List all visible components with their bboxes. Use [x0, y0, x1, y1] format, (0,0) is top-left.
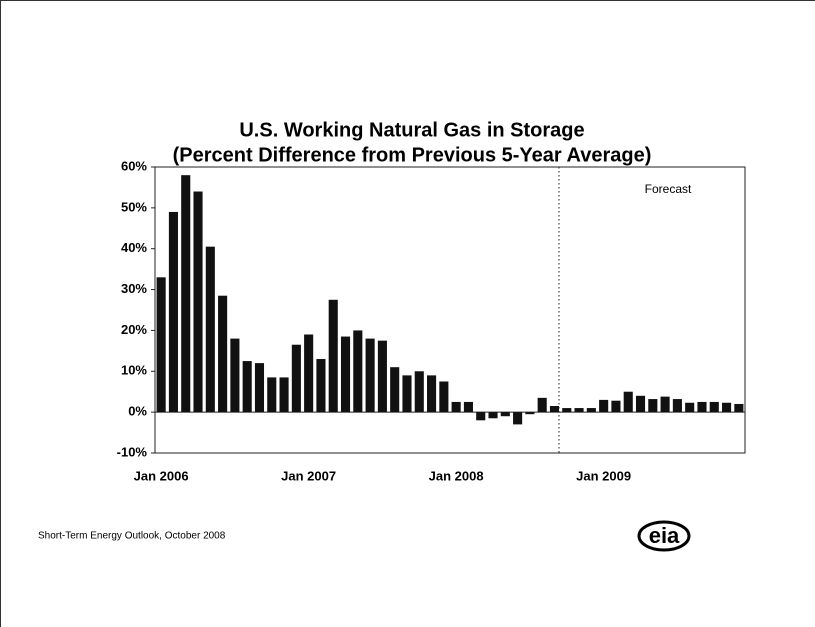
bar	[254, 363, 265, 413]
y-tick-label: 10%	[121, 363, 147, 378]
y-tick-label: 40%	[121, 240, 147, 255]
bar	[353, 330, 363, 413]
bar	[734, 403, 744, 413]
bar	[549, 406, 560, 413]
bar	[672, 399, 682, 413]
bar	[513, 412, 523, 425]
bar	[648, 399, 658, 413]
x-tick-label: Jan 2007	[281, 468, 336, 483]
bar	[562, 408, 572, 413]
bar	[168, 211, 178, 413]
logo-text: eia	[649, 523, 680, 548]
y-tick-label: -10%	[117, 444, 148, 459]
bar	[439, 381, 449, 413]
bar	[340, 336, 351, 413]
bar	[463, 401, 473, 413]
bar	[414, 371, 424, 413]
x-tick-label: Jan 2006	[134, 468, 189, 483]
bar	[267, 377, 277, 413]
bar	[291, 344, 301, 413]
bar	[316, 359, 326, 413]
x-tick-label: Jan 2008	[429, 468, 484, 483]
bar	[451, 401, 461, 413]
bar	[304, 334, 314, 413]
chart-title: U.S. Working Natural Gas in Storage	[239, 119, 584, 141]
chart-subtitle: (Percent Difference from Previous 5-Year…	[173, 144, 652, 166]
bar	[697, 401, 707, 413]
bar	[377, 340, 387, 413]
bar	[685, 402, 695, 413]
bar	[709, 401, 719, 413]
bar	[279, 377, 289, 413]
source-note: Short-Term Energy Outlook, October 2008	[38, 531, 226, 542]
bar	[586, 408, 596, 413]
y-tick-label: 60%	[121, 158, 147, 173]
forecast-label: Forecast	[645, 182, 692, 196]
bar	[427, 375, 437, 413]
x-tick-label: Jan 2009	[576, 468, 631, 483]
bar	[181, 175, 191, 413]
bar	[635, 395, 646, 413]
bar	[574, 408, 584, 413]
bar	[402, 375, 412, 413]
bar	[230, 338, 240, 413]
bar	[156, 277, 166, 413]
bar	[476, 412, 486, 421]
bar	[611, 400, 621, 413]
bar	[623, 391, 633, 413]
bar	[242, 361, 252, 413]
bar	[205, 246, 215, 413]
logo-ring	[637, 520, 691, 552]
bar	[328, 299, 338, 413]
bar	[599, 399, 609, 413]
bar	[365, 338, 375, 413]
logo: eia	[637, 520, 691, 552]
bar	[525, 412, 535, 415]
y-tick-label: 0%	[128, 404, 147, 419]
bar	[500, 412, 510, 417]
bar	[218, 295, 228, 413]
bar	[537, 397, 547, 413]
bar	[488, 412, 498, 419]
y-tick-label: 50%	[121, 199, 147, 214]
bar	[660, 396, 670, 413]
bar	[390, 367, 400, 413]
bar	[722, 402, 732, 413]
bar	[193, 191, 203, 413]
y-tick-label: 20%	[121, 322, 147, 337]
plot-frame	[154, 166, 746, 454]
y-tick-label: 30%	[121, 281, 147, 296]
